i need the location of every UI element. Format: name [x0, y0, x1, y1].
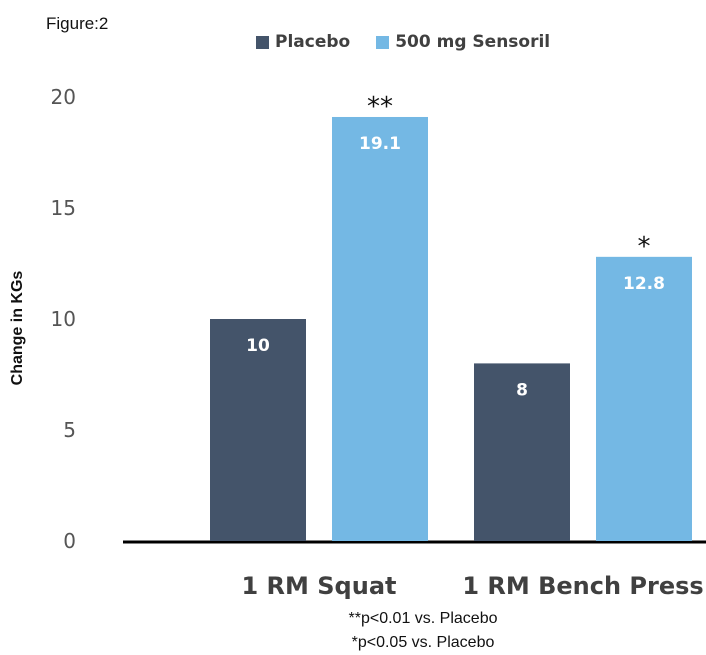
- bar-sensoril-squat: [332, 116, 428, 541]
- bar-placebo-bench-press: [474, 363, 570, 541]
- x-tick-label: 1 RM Squat: [242, 572, 397, 600]
- significance-marker: *: [638, 232, 651, 262]
- y-tick-label: 0: [63, 529, 76, 553]
- footnote-bench-significance: *p<0.05 vs. Placebo: [351, 634, 495, 651]
- legend: Placebo 500 mg Sensoril: [256, 32, 550, 52]
- footnote-squat-significance: **p<0.01 vs. Placebo: [348, 610, 498, 627]
- legend-label-sensoril: 500 mg Sensoril: [395, 32, 551, 52]
- y-tick-label: 5: [63, 418, 76, 442]
- legend-label-placebo: Placebo: [275, 32, 351, 52]
- bar-placebo-squat: [210, 319, 306, 541]
- data-label: 10: [246, 336, 270, 356]
- y-tick-label: 10: [51, 307, 76, 331]
- data-label: 12.8: [623, 274, 665, 294]
- x-tick-label: 1 RM Bench Press: [462, 572, 703, 600]
- legend-swatch-placebo: [256, 35, 269, 49]
- legend-item-sensoril: 500 mg Sensoril: [376, 32, 550, 52]
- data-label: 8: [516, 380, 528, 400]
- legend-item-placebo: Placebo: [256, 32, 350, 52]
- figure-label: Figure:2: [46, 14, 109, 33]
- y-tick-label: 20: [51, 85, 76, 109]
- data-label: 19.1: [359, 134, 401, 154]
- bar-sensoril-bench-press: [596, 256, 692, 541]
- y-tick-label: 15: [51, 196, 76, 220]
- legend-swatch-sensoril: [376, 35, 390, 49]
- significance-marker: **: [367, 92, 393, 122]
